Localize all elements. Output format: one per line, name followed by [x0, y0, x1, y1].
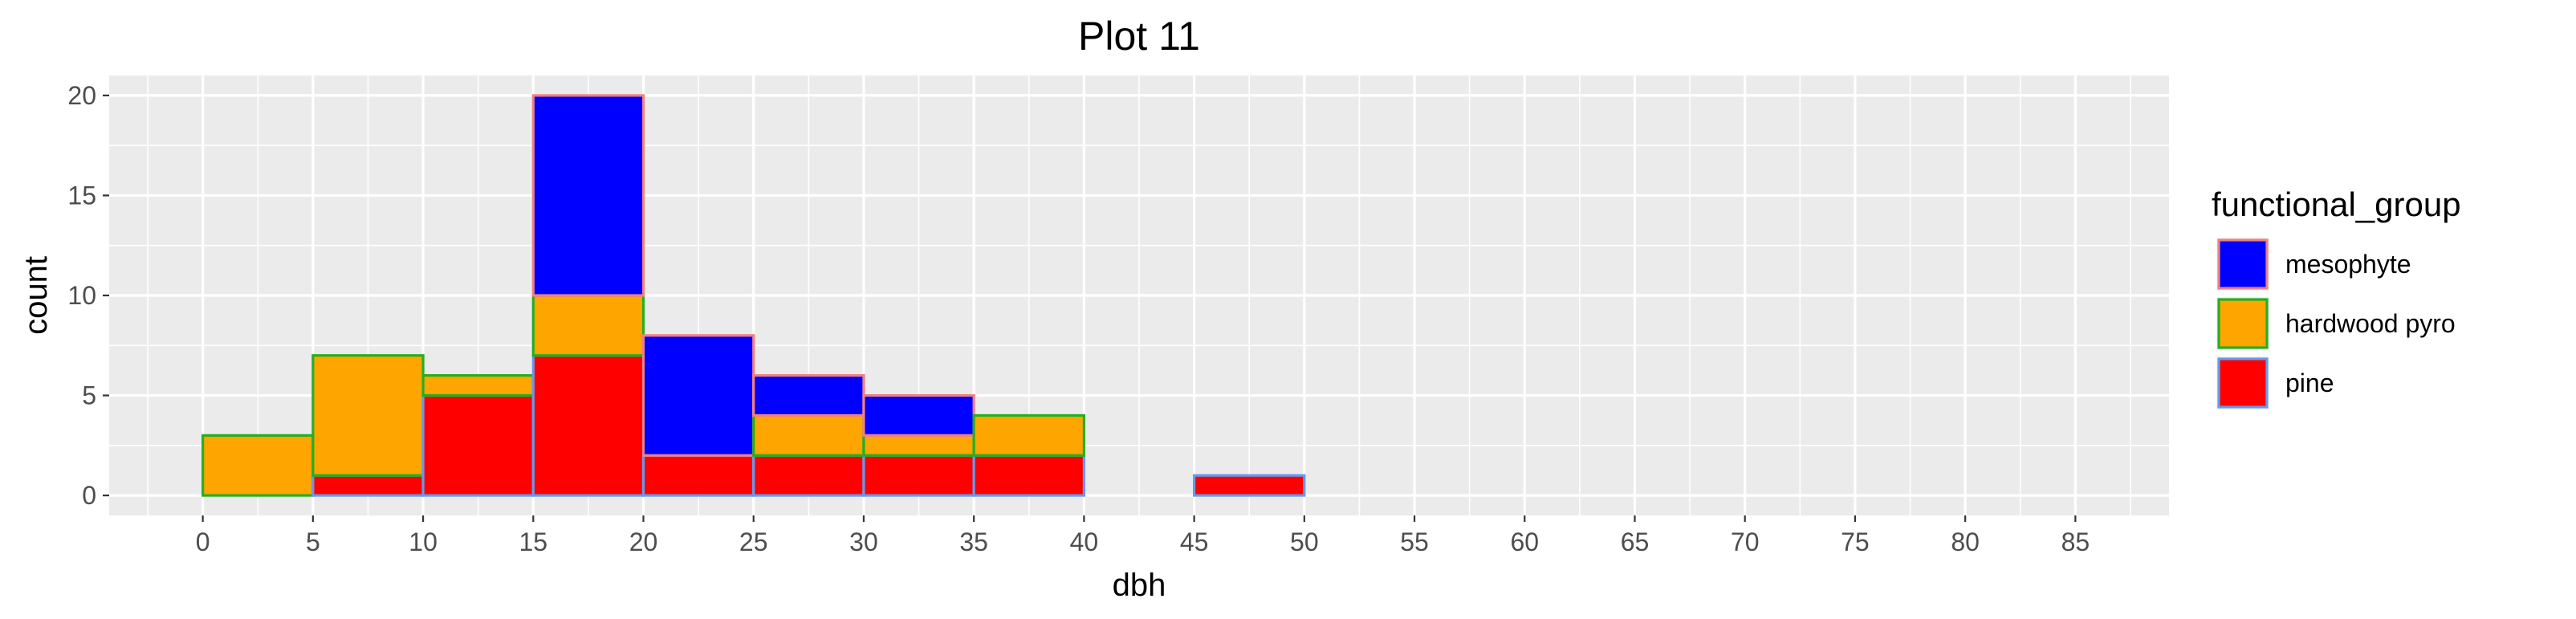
y-tick-label: 5 [82, 381, 96, 410]
x-tick-label: 65 [1621, 527, 1650, 556]
bar-hardwood-pyro-15-20 [531, 294, 645, 357]
x-tick-label: 35 [959, 527, 988, 556]
x-tick-label: 50 [1290, 527, 1319, 556]
x-axis-title: dbh [1113, 568, 1166, 603]
bar-pine-25-30 [752, 454, 865, 497]
bar-pine-35-40 [972, 454, 1085, 497]
x-tick-label: 25 [739, 527, 768, 556]
y-tick-label: 10 [67, 281, 96, 310]
x-tick-label: 30 [849, 527, 878, 556]
legend-title: functional_group [2212, 185, 2461, 223]
legend-swatch-hardwood-pyro [2217, 298, 2269, 349]
legend-swatch-mesophyte [2217, 238, 2269, 290]
bar-pine-45-50 [1193, 474, 1306, 497]
legend: functional_group mesophyte hardwood pyro p… [2212, 185, 2461, 409]
y-axis: 0 5 10 15 20 [67, 81, 109, 510]
x-tick-label: 75 [1841, 527, 1870, 556]
y-axis-title: count [18, 256, 54, 335]
bar-pine-5-10 [311, 474, 425, 497]
x-tick-label: 55 [1400, 527, 1429, 556]
x-tick-label: 60 [1510, 527, 1539, 556]
bar-mesophyte-20-25 [641, 334, 755, 457]
y-tick-label: 0 [82, 481, 96, 510]
x-tick-label: 0 [196, 527, 210, 556]
legend-label-mesophyte: mesophyte [2285, 250, 2411, 279]
x-tick-label: 45 [1180, 527, 1209, 556]
x-tick-label: 70 [1731, 527, 1760, 556]
x-tick-label: 80 [1951, 527, 1980, 556]
x-tick-label: 10 [409, 527, 437, 556]
legend-label-pine: pine [2285, 369, 2334, 397]
legend-swatch-pine [2217, 357, 2269, 409]
y-tick-label: 20 [67, 81, 96, 110]
x-tick-label: 40 [1070, 527, 1099, 556]
x-tick-label: 85 [2061, 527, 2090, 556]
chart-title: Plot 11 [1078, 14, 1200, 59]
bar-mesophyte-25-30 [752, 374, 865, 417]
legend-label-hardwood-pyro: hardwood pyro [2285, 309, 2456, 338]
bar-mesophyte-30-35 [862, 393, 975, 437]
bar-hardwood-pyro-10-15 [421, 374, 535, 397]
bar-hardwood-pyro-25-30 [752, 413, 865, 457]
bar-hardwood-pyro-0-5 [201, 434, 315, 497]
x-tick-label: 20 [629, 527, 658, 556]
bar-pine-10-15 [421, 393, 535, 497]
y-tick-label: 15 [67, 181, 96, 210]
bar-mesophyte-15-20 [531, 94, 645, 297]
bar-hardwood-pyro-5-10 [311, 354, 425, 477]
bar-pine-30-35 [862, 454, 975, 497]
bars [201, 94, 1306, 497]
bar-hardwood-pyro-30-35 [862, 434, 975, 457]
x-tick-label: 5 [306, 527, 320, 556]
bar-pine-15-20 [531, 354, 645, 497]
bar-hardwood-pyro-35-40 [972, 413, 1085, 457]
x-tick-label: 15 [519, 527, 547, 556]
x-axis: 0 5 10 15 20 25 30 35 40 45 50 55 60 65 70 75 80 85 [196, 515, 2090, 556]
bar-pine-20-25 [641, 454, 755, 497]
